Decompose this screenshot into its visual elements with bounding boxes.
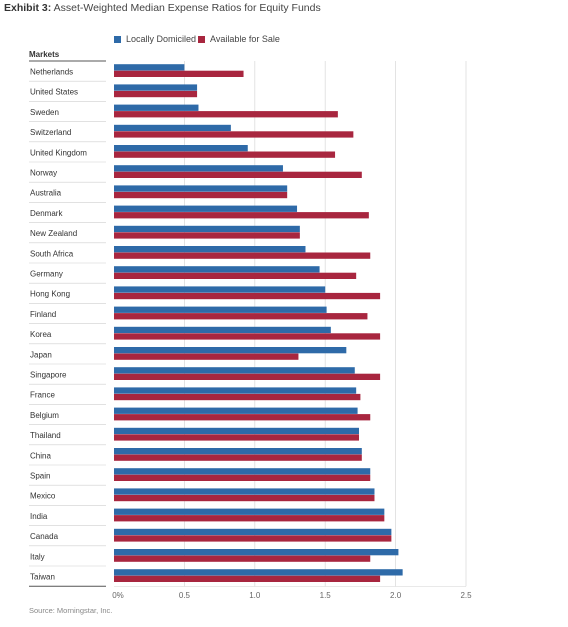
category-label: Korea: [30, 330, 52, 339]
title-text: Asset-Weighted Median Expense Ratios for…: [53, 2, 321, 14]
bar-locally-domiciled: [114, 306, 327, 313]
category-label: Canada: [30, 532, 59, 541]
category-label: Norway: [30, 169, 57, 178]
category-label: France: [30, 391, 55, 400]
bar-available-for-sale: [114, 131, 354, 138]
bar-locally-domiciled: [114, 246, 306, 253]
bar-locally-domiciled: [114, 448, 362, 455]
x-tick-label: 1.5: [320, 591, 332, 600]
category-label: Sweden: [30, 108, 59, 117]
category-label: Finland: [30, 310, 56, 319]
category-label: Germany: [30, 270, 63, 279]
x-tick-label: 1.0: [249, 591, 261, 600]
bar-available-for-sale: [114, 535, 392, 542]
category-label: Spain: [30, 472, 50, 481]
bar-available-for-sale: [114, 353, 299, 360]
bar-locally-domiciled: [114, 205, 298, 212]
category-label: Australia: [30, 189, 62, 198]
bar-available-for-sale: [114, 191, 288, 199]
category-label: United States: [30, 88, 78, 97]
bar-locally-domiciled: [114, 528, 392, 536]
category-label: China: [30, 451, 51, 460]
legend-item-available-for-sale: Available for Sale: [198, 34, 280, 44]
bar-locally-domiciled: [114, 367, 355, 374]
bar-available-for-sale: [114, 212, 369, 219]
category-label: Hong Kong: [30, 290, 70, 299]
bar-available-for-sale: [114, 575, 381, 582]
bar-available-for-sale: [114, 555, 371, 562]
category-label: Netherlands: [30, 68, 73, 77]
bar-locally-domiciled: [114, 165, 283, 172]
category-label: United Kingdom: [30, 148, 87, 157]
bar-locally-domiciled: [114, 84, 198, 91]
category-label: Switzerland: [30, 128, 71, 137]
bar-available-for-sale: [114, 515, 385, 522]
bar-available-for-sale: [114, 454, 362, 461]
category-label: Japan: [30, 350, 52, 359]
bar-locally-domiciled: [114, 185, 288, 192]
bar-available-for-sale: [114, 292, 381, 300]
bar-available-for-sale: [114, 70, 244, 77]
bar-available-for-sale: [114, 171, 362, 178]
bar-locally-domiciled: [114, 387, 357, 394]
category-label: New Zealand: [30, 229, 77, 238]
exhibit-label: Exhibit 3:: [4, 2, 52, 14]
bar-available-for-sale: [114, 474, 371, 481]
bar-available-for-sale: [114, 151, 336, 158]
category-label: Italy: [30, 552, 45, 561]
bar-available-for-sale: [114, 272, 357, 279]
bar-locally-domiciled: [114, 347, 347, 354]
bar-locally-domiciled: [114, 266, 320, 273]
bar-locally-domiciled: [114, 508, 385, 515]
bar-available-for-sale: [114, 252, 371, 259]
bar-available-for-sale: [114, 333, 381, 340]
category-label: Belgium: [30, 411, 59, 420]
category-label: Denmark: [30, 209, 63, 218]
legend-label-locally-domiciled: Locally Domiciled: [126, 34, 197, 44]
category-label: Mexico: [30, 492, 56, 501]
bar-locally-domiciled: [114, 468, 371, 475]
bar-locally-domiciled: [114, 427, 359, 435]
bar-locally-domiciled: [114, 326, 331, 334]
category-label: South Africa: [30, 249, 74, 258]
bar-locally-domiciled: [114, 488, 375, 495]
bar-locally-domiciled: [114, 286, 326, 293]
bar-available-for-sale: [114, 494, 375, 502]
bar-locally-domiciled: [114, 104, 199, 111]
bar-available-for-sale: [114, 434, 359, 441]
bar-available-for-sale: [114, 373, 381, 380]
bar-locally-domiciled: [114, 569, 403, 576]
bar-locally-domiciled: [114, 549, 399, 556]
x-tick-label: 0%: [112, 591, 124, 600]
category-label: India: [30, 512, 48, 521]
x-tick-label: 2.0: [390, 591, 402, 600]
bar-available-for-sale: [114, 111, 338, 118]
bar-locally-domiciled: [114, 124, 231, 132]
bar-available-for-sale: [114, 90, 198, 98]
legend-swatch-locally-domiciled: [114, 36, 121, 43]
bar-locally-domiciled: [114, 145, 248, 152]
markets-column-header: Markets: [29, 50, 60, 59]
category-label: Singapore: [30, 371, 67, 380]
chart-title: Exhibit 3: Asset-Weighted Median Expense…: [4, 2, 321, 14]
legend-swatch-available-for-sale: [198, 36, 205, 43]
x-tick-label: 0.5: [179, 591, 191, 600]
x-tick-label: 2.5: [460, 591, 472, 600]
bar-available-for-sale: [114, 414, 371, 421]
category-label: Taiwan: [30, 573, 55, 582]
bar-locally-domiciled: [114, 225, 300, 233]
bar-locally-domiciled: [114, 407, 358, 414]
legend-label-available-for-sale: Available for Sale: [210, 34, 280, 44]
category-label: Thailand: [30, 431, 61, 440]
source-note: Source: Morningstar, Inc.: [29, 606, 113, 615]
bar-available-for-sale: [114, 313, 368, 320]
bar-locally-domiciled: [114, 64, 185, 71]
bar-available-for-sale: [114, 393, 361, 401]
legend-item-locally-domiciled: Locally Domiciled: [114, 34, 196, 44]
bar-available-for-sale: [114, 232, 300, 239]
